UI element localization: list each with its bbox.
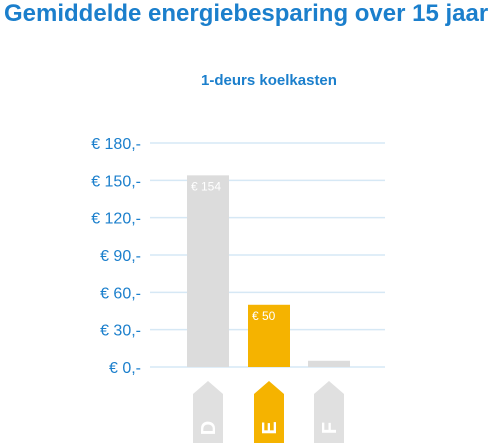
- bar-F: [308, 360, 350, 367]
- bar-D: [187, 175, 229, 367]
- chart-subtitle: 1-deurs koelkasten: [201, 72, 337, 89]
- y-tick-label: € 150,-: [91, 173, 141, 190]
- y-tick-label: € 30,-: [100, 323, 141, 340]
- data-label-E: € 50: [252, 309, 276, 323]
- y-tick-label: € 0,-: [109, 360, 141, 377]
- energy-label-E: [254, 381, 284, 443]
- energy-label-D: [193, 381, 223, 443]
- bar-E: [248, 304, 290, 367]
- y-tick-label: € 90,-: [100, 248, 141, 265]
- y-tick-label: € 60,-: [100, 285, 141, 302]
- x-tick-label-F: F: [319, 422, 341, 434]
- data-label-D: € 154: [191, 179, 221, 193]
- x-tick-label-D: D: [198, 421, 220, 435]
- y-tick-label: € 180,-: [91, 136, 141, 153]
- chart-title: Gemiddelde energiebesparing over 15 jaar: [4, 0, 489, 27]
- y-tick-label: € 120,-: [91, 211, 141, 228]
- energy-label-F: [314, 381, 344, 443]
- x-tick-label-E: E: [259, 421, 281, 434]
